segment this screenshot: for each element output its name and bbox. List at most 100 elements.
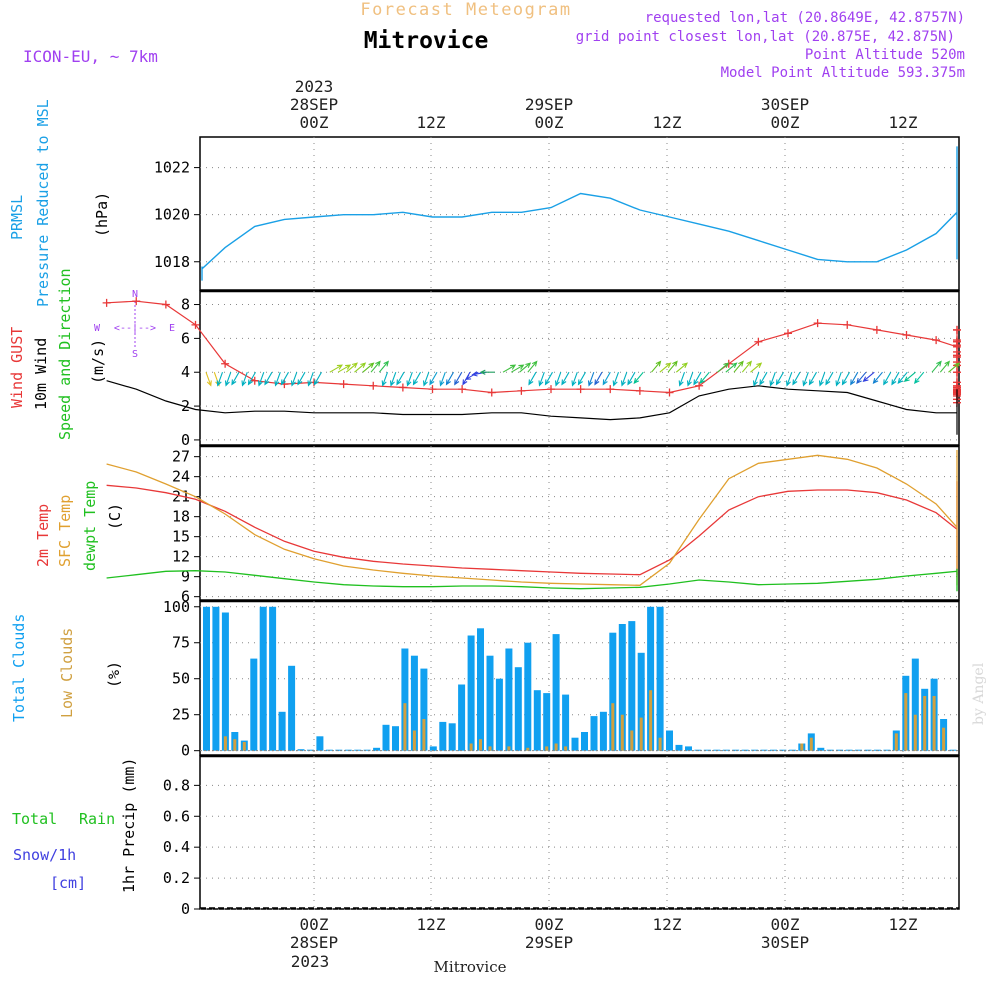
precip-ylabel-rain: Rain (79, 810, 115, 828)
low-cloud-bar-32 (507, 746, 511, 751)
gust-marker-71 (953, 378, 961, 387)
wind-arrow-5 (241, 372, 248, 387)
pressure-unit: (hPa) (93, 192, 111, 237)
low-cloud-bar-64 (809, 737, 813, 751)
gust-marker-26 (872, 325, 881, 334)
wind-arrow-42 (544, 371, 553, 386)
top-hour-label-5: 12Z (889, 113, 918, 132)
bottom-hour-label-5: 12Z (889, 915, 918, 934)
compass-south: S (132, 349, 138, 360)
low-cloud-bar-46 (639, 717, 643, 751)
ytick-label-2-4: 18 (172, 508, 190, 526)
wind-arrow-68 (759, 371, 768, 386)
wind-arrow-66 (750, 362, 763, 373)
wind-arrow-87 (913, 371, 925, 384)
wind-arrow-64 (733, 360, 744, 373)
wind-ylabel-gust: Wind GUST (8, 327, 26, 408)
wind-arrow-0 (205, 372, 212, 387)
wind-ylabel-10m: 10m Wind (32, 338, 50, 410)
gust-marker-17 (606, 385, 615, 394)
gust-line (106, 300, 958, 403)
low-cloud-bar-43 (611, 703, 615, 751)
wind-arrow-51 (620, 372, 628, 387)
total-cloud-bar-61 (779, 749, 787, 751)
ytick-label-3-1: 25 (172, 706, 190, 724)
chart-title: Forecast Meteogram (360, 0, 571, 20)
total-cloud-bar-18 (373, 747, 381, 751)
ytick-label-0-0: 1018 (154, 253, 190, 271)
cloud-ylabel-low: Low Clouds (58, 628, 76, 718)
total-cloud-bar-50 (675, 744, 683, 751)
wind-arrow-48 (594, 371, 603, 386)
total-cloud-bar-33 (514, 667, 522, 751)
ytick-label-2-1: 9 (181, 568, 190, 586)
model-label: ICON-EU, ~ 7km (23, 47, 158, 66)
ytick-label-0-1: 1020 (154, 206, 190, 224)
total-cloud-bar-25 (439, 721, 447, 751)
low-cloud-bar-78 (942, 727, 946, 751)
gust-marker-22 (754, 337, 763, 346)
wind-arrow-15 (329, 364, 343, 373)
footer-location: Mitrovice (434, 958, 507, 976)
low-cloud-bar-73 (894, 733, 898, 751)
total-cloud-bar-27 (458, 684, 466, 751)
gust-marker-10 (398, 383, 407, 392)
low-cloud-bar-29 (479, 739, 482, 751)
gust-marker-80 (953, 325, 961, 334)
total-cloud-bar-42 (599, 711, 607, 751)
top-hour-label-3: 12Z (653, 113, 682, 132)
requested-coords: requested lon,lat (20.8649E, 42.8757N) (645, 10, 965, 26)
low-cloud-bar-4 (242, 742, 246, 751)
gust-marker-2 (161, 300, 170, 309)
bottom-hour-label-0: 00Z (300, 915, 329, 934)
precip-ylabel-snow: Snow/1h (13, 846, 76, 864)
total-cloud-bar-51 (685, 746, 692, 751)
compass-north: N (132, 289, 138, 300)
low-cloud-bar-37 (554, 743, 558, 751)
total-cloud-bar-43 (609, 632, 617, 751)
gust-marker-13 (487, 388, 496, 397)
wind-arrow-25 (406, 372, 413, 387)
total-cloud-bar-19 (382, 724, 390, 751)
total-cloud-bar-2 (221, 612, 229, 751)
bottom-day-label-2: 29SEP (525, 933, 573, 952)
wind-arrow-6 (247, 371, 256, 386)
wind-arrow-19 (362, 362, 375, 373)
ytick-label-3-4: 100 (163, 598, 190, 616)
dewpt-line (106, 568, 958, 592)
total-cloud-bar-72 (883, 749, 891, 751)
total-cloud-bar-44 (618, 624, 626, 751)
bottom-hour-label-3: 12Z (653, 915, 682, 934)
cloud-ylabel-total: Total Clouds (10, 614, 28, 722)
low-cloud-bar-45 (630, 730, 634, 751)
total-cloud-bar-7 (269, 606, 277, 751)
grid-point-coords: grid point closest lon,lat (20.875E, 42.… (576, 29, 955, 45)
total-cloud-bar-67 (836, 749, 844, 751)
temp-ylabel-dewpt: dewpt Temp (81, 481, 99, 571)
precip-ylabel-1hr: 1hr Precip (mm) (120, 758, 138, 893)
panel-frame-0 (199, 136, 960, 291)
gust-marker-3 (191, 320, 200, 329)
total-cloud-bar-39 (571, 737, 579, 751)
gust-marker-1 (132, 297, 141, 306)
total-cloud-bar-46 (637, 652, 645, 751)
total-cloud-bar-58 (751, 749, 759, 751)
wind-arrow-28 (429, 371, 438, 386)
total-cloud-bar-1 (212, 606, 220, 751)
wind-arrow-3 (224, 372, 232, 387)
top-day-label-0: 28SEP (290, 95, 338, 114)
total-cloud-bar-31 (495, 678, 503, 751)
wind-arrow-52 (627, 371, 636, 386)
total-cloud-bar-22 (410, 655, 418, 751)
total-cloud-bar-38 (562, 694, 570, 751)
precip-ylabel-total: Total (12, 810, 57, 828)
ytick-label-1-2: 4 (181, 363, 190, 381)
total-cloud-bar-21 (401, 648, 409, 751)
wind-series (102, 297, 961, 435)
wind-arrow-81 (862, 371, 875, 383)
ytick-label-4-1: 0.2 (163, 869, 190, 887)
gust-marker-5 (250, 376, 259, 385)
total-cloud-bar-69 (855, 749, 862, 751)
point-altitude: Point Altitude 520m (805, 47, 965, 63)
wind-arrow-88 (931, 360, 942, 373)
